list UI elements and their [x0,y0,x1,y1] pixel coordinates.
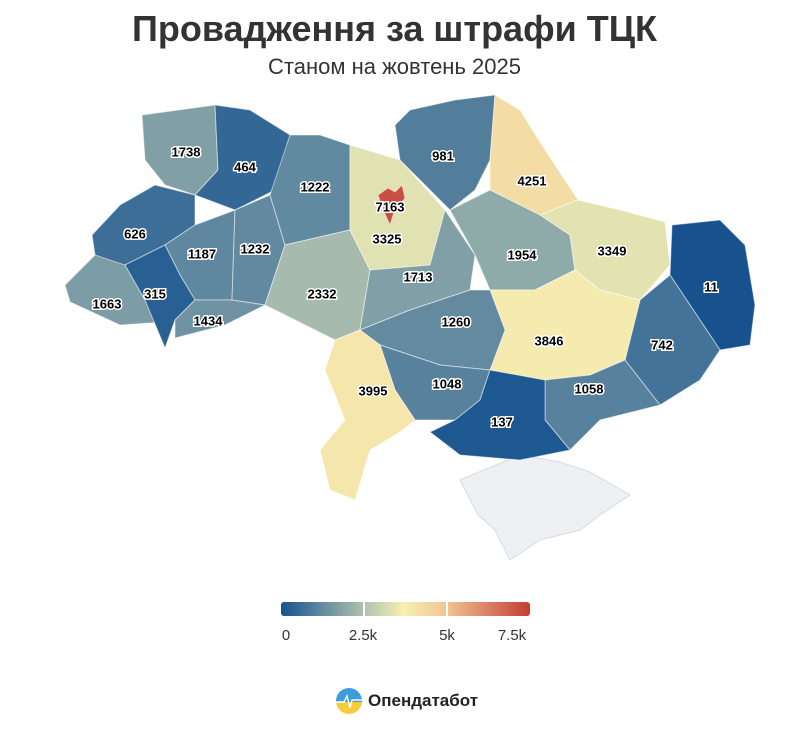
legend-tick: 0 [281,627,291,644]
region-value-label: 11 [704,279,718,294]
legend-tick: 5k [439,627,455,644]
brand-logo: Опендатабот [336,688,478,714]
legend-divider [363,602,365,616]
region-value-label: 1260 [442,314,471,329]
page-title: Провадження за штрафи ТЦК [132,8,657,49]
region-value-label: 742 [651,337,673,352]
legend-divider [446,602,448,616]
region-value-label: 1713 [404,269,433,284]
region-value-label: 2332 [308,286,337,301]
region-value-label: 3349 [598,243,627,258]
region-value-label: 1232 [241,241,270,256]
legend-tick: 7.5k [497,627,527,644]
region-crimea [459,454,631,561]
region-value-label: 137 [491,414,513,429]
region-value-label: 7163 [376,199,405,214]
region-value-label: 4251 [518,173,547,188]
opendatabot-logo-icon [336,688,362,714]
ukraine-choropleth-map: 1738 464 626 1187 1232 1222 1663 315 1434 2332 332… [64,94,756,561]
region[interactable] [377,184,406,227]
brand-name: Опендатабот [368,691,479,710]
region-value-label: 1048 [433,376,462,391]
region-value-label: 1738 [172,144,201,159]
region-value-label: 626 [124,226,146,241]
region-value-label: 1222 [301,179,330,194]
region-value-label: 464 [234,159,256,174]
region-value-label: 1187 [188,246,216,261]
region[interactable] [538,199,671,301]
region[interactable] [319,329,416,501]
region[interactable] [429,369,571,461]
region-value-label: 1434 [194,313,224,328]
region-value-label: 3325 [373,231,402,246]
region[interactable] [194,104,291,211]
region-value-label: 1663 [93,296,122,311]
region-value-label: 981 [432,148,454,163]
region-value-label: 1058 [575,381,604,396]
region-value-label: 3995 [359,383,388,398]
region-value-label: 3846 [535,333,564,348]
region-value-label: 1954 [508,247,538,262]
color-scale-legend [281,602,530,616]
page-subtitle: Станом на жовтень 2025 [268,54,521,79]
region-value-label: 315 [144,286,166,301]
legend-tick: 2.5k [348,627,378,644]
